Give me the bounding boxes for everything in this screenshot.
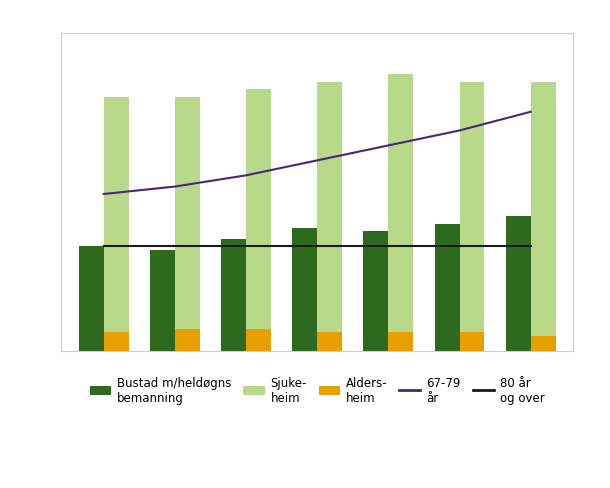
Bar	[531, 82, 556, 351]
Bar	[459, 82, 484, 351]
Bar	[175, 329, 200, 351]
Bar	[79, 247, 104, 351]
Bar	[317, 333, 342, 351]
Bar	[506, 217, 531, 351]
Bar	[317, 82, 342, 351]
Bar	[246, 329, 271, 351]
Bar	[389, 75, 414, 351]
Bar	[175, 98, 200, 351]
Bar	[150, 251, 175, 351]
Bar	[459, 333, 484, 351]
Bar	[246, 90, 271, 351]
Bar	[292, 228, 317, 351]
Legend: Bustad m/heldøgns
bemanning, Sjuke-
heim, Alders-
heim, 67-79
år, 80 år
og over: Bustad m/heldøgns bemanning, Sjuke- heim…	[84, 370, 550, 409]
Bar	[221, 240, 246, 351]
Bar	[531, 336, 556, 351]
Bar	[435, 224, 459, 351]
Bar	[104, 98, 129, 351]
Bar	[389, 333, 414, 351]
Bar	[364, 232, 389, 351]
Bar	[104, 333, 129, 351]
